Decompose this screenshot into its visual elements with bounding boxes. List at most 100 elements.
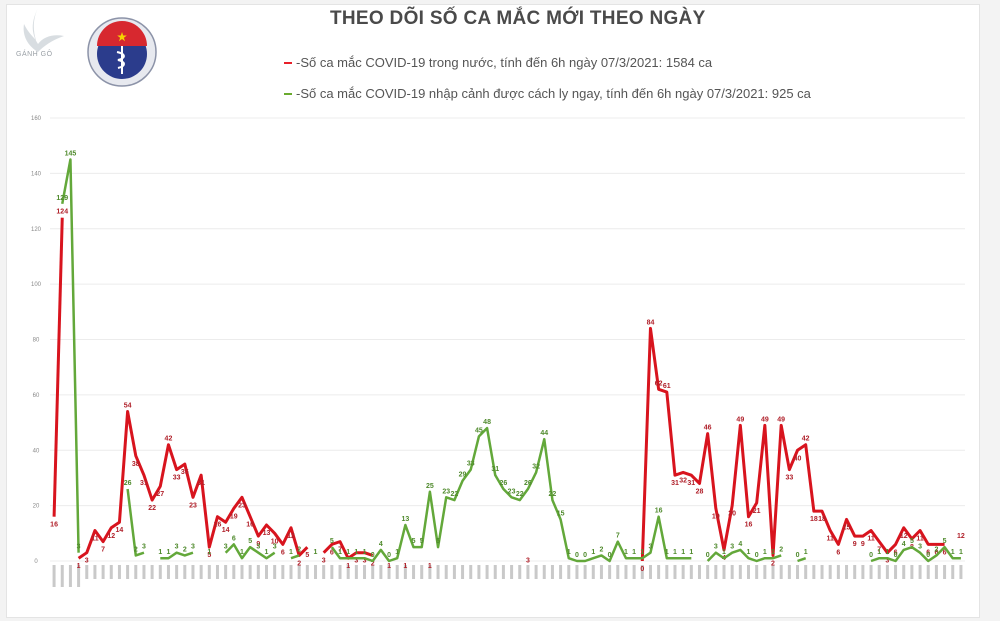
imported-data-label: 26 bbox=[524, 480, 532, 487]
imported-cases-line bbox=[224, 543, 276, 560]
x-tick-label bbox=[730, 565, 734, 579]
imported-cases-line bbox=[290, 554, 300, 560]
domestic-data-label: 2 bbox=[297, 560, 301, 567]
domestic-data-label: 49 bbox=[777, 416, 785, 423]
imported-data-label: 0 bbox=[575, 552, 579, 559]
x-tick-label bbox=[273, 565, 277, 579]
domestic-data-label: 31 bbox=[687, 480, 695, 487]
x-tick-label bbox=[175, 565, 179, 579]
imported-data-label: 1 bbox=[632, 549, 636, 556]
x-tick-label bbox=[787, 565, 791, 579]
x-tick-label bbox=[101, 565, 105, 579]
x-tick-label bbox=[567, 565, 571, 579]
imported-data-label: 1 bbox=[354, 549, 358, 556]
domestic-data-label: 3 bbox=[354, 558, 358, 565]
imported-data-label: 0 bbox=[583, 552, 587, 559]
chart-card bbox=[6, 4, 980, 618]
imported-data-label: 3 bbox=[714, 544, 718, 551]
x-tick-label bbox=[518, 565, 522, 579]
x-tick-label bbox=[469, 565, 473, 579]
domestic-data-label: 42 bbox=[802, 436, 810, 443]
domestic-data-label: 5 bbox=[207, 552, 211, 559]
imported-data-label: 3 bbox=[224, 544, 228, 551]
domestic-data-label: 9 bbox=[256, 541, 260, 548]
imported-data-label: 3 bbox=[730, 544, 734, 551]
imported-data-label: 1 bbox=[722, 549, 726, 556]
x-tick-label bbox=[959, 565, 963, 579]
x-tick-label bbox=[166, 565, 170, 579]
imported-data-label: 16 bbox=[655, 508, 663, 515]
x-tick-label bbox=[158, 565, 162, 579]
x-tick-label bbox=[224, 565, 228, 579]
domestic-data-label: 124 bbox=[56, 209, 68, 216]
x-tick-label bbox=[199, 565, 203, 579]
x-tick-label bbox=[624, 565, 628, 579]
x-tick-label bbox=[934, 565, 938, 579]
domestic-data-label: 7 bbox=[877, 547, 881, 554]
imported-data-label: 1 bbox=[265, 549, 269, 556]
imported-data-label: 3 bbox=[649, 544, 653, 551]
domestic-data-label: 49 bbox=[761, 416, 769, 423]
x-tick-label bbox=[943, 565, 947, 579]
watermark-text: GÁNH GÔ bbox=[16, 51, 53, 58]
x-tick-label bbox=[142, 565, 146, 579]
x-tick-label bbox=[559, 565, 563, 579]
imported-data-label: 23 bbox=[442, 488, 450, 495]
imported-data-label: 23 bbox=[508, 488, 516, 495]
x-tick-label bbox=[191, 565, 195, 579]
imported-data-label: 1 bbox=[240, 549, 244, 556]
domestic-data-label: 12 bbox=[900, 533, 908, 540]
imported-data-label: 13 bbox=[401, 516, 409, 523]
imported-data-label: 1 bbox=[363, 549, 367, 556]
imported-data-label: 6 bbox=[232, 535, 236, 542]
x-tick-label bbox=[493, 565, 497, 579]
imported-data-label: 4 bbox=[738, 541, 742, 548]
domestic-data-label: 33 bbox=[173, 475, 181, 482]
x-tick-label bbox=[689, 565, 693, 579]
x-tick-label bbox=[150, 565, 154, 579]
y-tick-label: 80 bbox=[33, 338, 40, 344]
imported-data-label: 0 bbox=[755, 552, 759, 559]
imported-data-label: 1 bbox=[747, 549, 751, 556]
domestic-data-label: 31 bbox=[140, 480, 148, 487]
imported-data-label: 3 bbox=[191, 544, 195, 551]
domestic-data-label: 0 bbox=[640, 566, 644, 573]
caduceus-emblem-icon bbox=[87, 17, 157, 87]
x-tick-label bbox=[755, 565, 759, 579]
x-tick-label bbox=[387, 565, 391, 579]
imported-data-label: 33 bbox=[467, 461, 475, 468]
imported-data-label: 1 bbox=[591, 549, 595, 556]
x-tick-label bbox=[526, 565, 530, 579]
imported-data-label: 0 bbox=[926, 552, 930, 559]
domestic-data-label: 54 bbox=[124, 402, 132, 409]
domestic-data-label: 6 bbox=[836, 549, 840, 556]
x-tick-label bbox=[297, 565, 301, 579]
x-tick-label bbox=[534, 565, 538, 579]
domestic-data-label: 19 bbox=[230, 513, 238, 520]
imported-data-label: 1 bbox=[314, 549, 318, 556]
imported-data-label: 3 bbox=[273, 544, 277, 551]
x-tick-label bbox=[85, 565, 89, 579]
y-tick-label: 140 bbox=[31, 171, 42, 177]
domestic-data-label: 40 bbox=[794, 455, 802, 462]
x-tick-label bbox=[608, 565, 612, 579]
imported-data-label: 1 bbox=[763, 549, 767, 556]
x-tick-label bbox=[452, 565, 456, 579]
domestic-data-label: 61 bbox=[663, 383, 671, 390]
x-tick-label bbox=[616, 565, 620, 579]
imported-data-label: 22 bbox=[549, 491, 557, 498]
x-tick-label bbox=[215, 565, 219, 579]
ministry-logo bbox=[86, 16, 158, 88]
x-tick-label bbox=[885, 565, 889, 579]
x-tick-label bbox=[485, 565, 489, 579]
domestic-data-label: 28 bbox=[696, 488, 704, 495]
x-tick-label bbox=[444, 565, 448, 579]
x-tick-label bbox=[77, 565, 81, 587]
imported-data-label: 2 bbox=[934, 546, 938, 553]
imported-data-label: 1 bbox=[207, 549, 211, 556]
domestic-data-label: 1 bbox=[346, 563, 350, 570]
imported-data-label: 1 bbox=[624, 549, 628, 556]
y-tick-label: 120 bbox=[31, 227, 42, 233]
imported-data-label: 129 bbox=[56, 195, 68, 202]
imported-data-label: 1 bbox=[158, 549, 162, 556]
